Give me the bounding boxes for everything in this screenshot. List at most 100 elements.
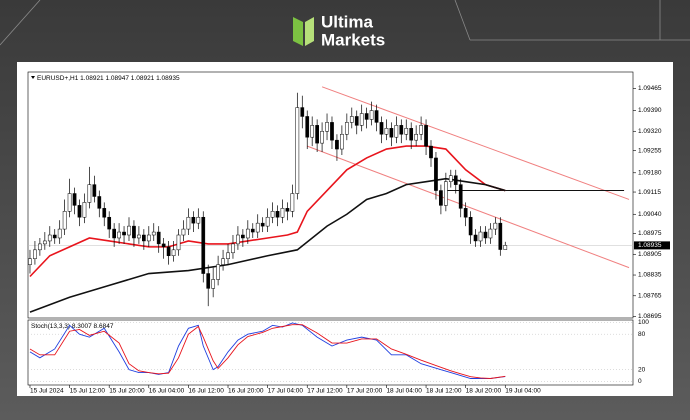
trend-line: [307, 145, 630, 269]
candle-body: [33, 249, 37, 259]
candle-body: [389, 128, 394, 138]
candle-body: [468, 216, 473, 236]
candle-body: [488, 228, 493, 239]
candle-body: [72, 193, 77, 206]
candle-body: [458, 184, 463, 209]
indicator-frame: [27, 319, 634, 386]
candle-body: [38, 243, 42, 251]
candle-body: [151, 231, 156, 236]
y-tick-label: 1.09465: [638, 85, 662, 92]
candle-body: [483, 231, 488, 239]
candle-body: [478, 231, 483, 242]
candle-body: [97, 196, 102, 209]
candle-body: [216, 264, 220, 280]
candle-body: [250, 228, 255, 233]
candle-body: [394, 125, 399, 138]
candle-body: [92, 184, 97, 197]
candle-body: [275, 211, 280, 218]
candle-body: [359, 113, 364, 126]
candle-body: [137, 234, 141, 239]
candle-body: [354, 116, 359, 126]
indicator-header: Stoch(13,3,3) 8.3007 8.6847: [31, 323, 114, 330]
candle-body: [102, 208, 107, 218]
candle-body: [221, 258, 225, 265]
candle-body: [448, 175, 453, 182]
candle-body: [325, 122, 329, 132]
y-tick-label: 1.09390: [638, 107, 662, 114]
candle-body: [414, 133, 419, 141]
candle-body: [176, 234, 181, 251]
candle-body: [473, 234, 478, 242]
trend-line: [321, 86, 630, 200]
chart-header: EURUSD+,H1 1.08921 1.08947 1.08921 1.089…: [37, 75, 180, 82]
main-plot-frame: [27, 71, 634, 319]
last-low: 1.08921: [131, 75, 155, 82]
candle-body: [379, 122, 384, 135]
y-tick-label: 1.08905: [638, 251, 662, 258]
candle-body: [295, 107, 300, 194]
candle-body: [305, 116, 310, 138]
candle-body: [132, 225, 136, 239]
candle-body: [117, 231, 121, 239]
candle-body: [335, 139, 339, 150]
x-tick-label: 18 Jul 04:00: [386, 388, 422, 395]
candle-body: [166, 246, 171, 257]
d-last: 8.6847: [94, 323, 114, 330]
y-tick-label: 1.09115: [638, 189, 661, 196]
candle-body: [349, 116, 354, 123]
x-tick-label: 17 Jul 20:00: [347, 388, 383, 395]
moving-average: [29, 145, 506, 278]
candle-body: [404, 128, 409, 135]
candle-body: [122, 231, 126, 236]
candle-body: [424, 125, 428, 147]
candle-body: [285, 208, 290, 212]
candle-body: [340, 133, 344, 150]
candle-body: [42, 240, 47, 245]
candle-body: [260, 222, 265, 227]
candle-body: [52, 234, 57, 239]
candle-body: [330, 122, 334, 141]
y-tick-label: 1.08695: [638, 313, 662, 320]
candle-body: [399, 125, 404, 135]
menu-arrow: [31, 76, 35, 79]
candle-body: [444, 181, 448, 206]
y-tick-label: 1.08765: [638, 292, 662, 299]
candle-body: [384, 128, 389, 135]
candle-body: [156, 231, 161, 245]
candle-body: [191, 216, 196, 224]
candle-body: [369, 110, 374, 120]
brand-line2: Markets: [321, 30, 385, 49]
price-tag: 1.08935: [638, 242, 662, 249]
x-tick-label: 15 Jul 2024: [30, 388, 64, 395]
candle-body: [439, 190, 443, 206]
logo-icon: [293, 17, 314, 46]
y-tick-label: 1.09255: [638, 147, 662, 154]
indicator-title: Stoch(13,3,3): [31, 323, 70, 330]
x-tick-label: 17 Jul 04:00: [268, 388, 304, 395]
chart-panel: [17, 62, 673, 396]
k-last: 8.3007: [72, 323, 92, 330]
candle-body: [127, 225, 131, 236]
candle-body: [82, 202, 87, 218]
candle-body: [498, 222, 503, 250]
x-tick-label: 16 Jul 12:00: [188, 388, 224, 395]
candle-body: [171, 249, 176, 257]
candle-body: [146, 234, 151, 242]
candle-body: [280, 208, 285, 218]
candle-body: [374, 110, 379, 123]
indicator-tick-label: 80: [638, 331, 646, 338]
brand-line1: Ultima: [321, 12, 374, 31]
candle-body: [206, 273, 211, 289]
candle-body: [47, 234, 52, 242]
price-tag-bg: [634, 241, 670, 250]
candle-body: [236, 234, 240, 245]
symbol: EURUSD+,H1: [37, 75, 79, 82]
candle-body: [57, 228, 62, 239]
x-tick-label: 15 Jul 20:00: [109, 388, 145, 395]
candle-body: [211, 279, 216, 289]
decor-lines: [0, 0, 690, 46]
last-close: 1.08935: [156, 75, 180, 82]
candle-body: [107, 216, 112, 230]
x-tick-label: 16 Jul 04:00: [149, 388, 185, 395]
